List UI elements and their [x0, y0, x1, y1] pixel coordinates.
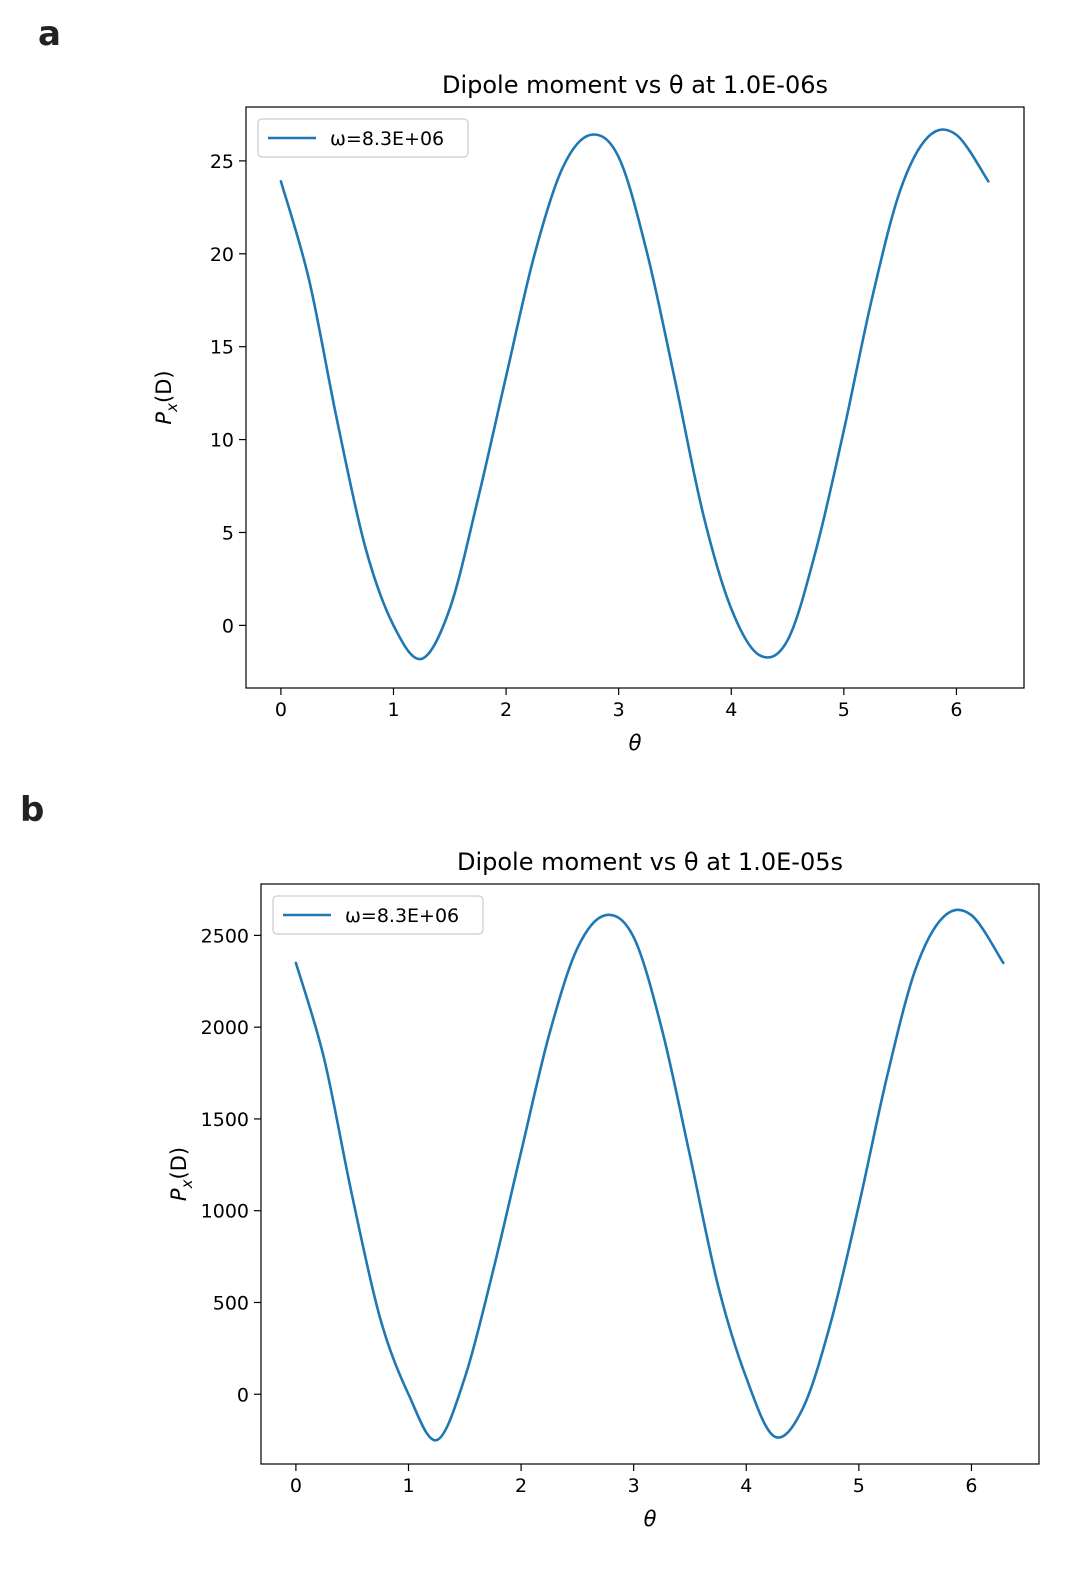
chart-title: Dipole moment vs θ at 1.0E-05s — [457, 848, 843, 876]
y-tick-label: 0 — [237, 1384, 249, 1406]
y-tick-label: 1500 — [201, 1109, 249, 1131]
x-axis-label: θ — [644, 1507, 657, 1531]
y-tick-label: 0 — [222, 615, 234, 637]
chart-a: Dipole moment vs θ at 1.0E-06s 0 1 2 3 4 5 6 0 5 1… — [152, 71, 1025, 755]
y-tick-label: 500 — [213, 1292, 249, 1314]
y-axis-label-main: P — [152, 412, 176, 425]
x-axis-label: θ — [629, 731, 642, 755]
series-line — [279, 128, 990, 661]
x-tick-label: 5 — [838, 699, 850, 721]
x-tick-label: 4 — [740, 1475, 752, 1497]
x-tick-label: 2 — [515, 1475, 527, 1497]
panel-letter-a: a — [38, 14, 61, 54]
panel-letter-b: b — [20, 790, 45, 830]
y-axis-label: Px(D) — [167, 1147, 196, 1201]
legend-label: ω=8.3E+06 — [330, 128, 444, 150]
y-tick-label: 5 — [222, 522, 234, 544]
legend-box — [257, 118, 469, 158]
x-tick-label: 2 — [500, 699, 512, 721]
x-tick-label: 1 — [387, 699, 399, 721]
y-tick-label: 20 — [210, 244, 234, 266]
x-tick-label: 0 — [275, 699, 287, 721]
x-tick-label: 6 — [965, 1475, 977, 1497]
y-axis-label-rest: (D) — [167, 1147, 191, 1180]
y-tick-label: 15 — [210, 337, 234, 359]
y-axis-label-subscript: x — [178, 1179, 196, 1189]
y-axis-label-rest: (D) — [152, 370, 176, 403]
x-tick-label: 3 — [613, 699, 625, 721]
x-tick-label: 5 — [853, 1475, 865, 1497]
plot-frame — [245, 106, 1025, 689]
chart-b: Dipole moment vs θ at 1.0E-05s 0 1 2 3 4 5 6 0 50… — [167, 848, 1040, 1531]
legend-label: ω=8.3E+06 — [345, 905, 459, 927]
chart-title: Dipole moment vs θ at 1.0E-06s — [442, 71, 828, 99]
x-tick-label: 3 — [628, 1475, 640, 1497]
y-axis-label: Px(D) — [152, 370, 181, 424]
y-tick-label: 1000 — [201, 1201, 249, 1223]
series-line — [294, 908, 1005, 1442]
y-axis-label-main: P — [167, 1188, 191, 1201]
plot-frame — [260, 883, 1040, 1465]
x-tick-label: 4 — [725, 699, 737, 721]
y-tick-label: 25 — [210, 151, 234, 173]
y-tick-label: 2000 — [201, 1017, 249, 1039]
x-tick-label: 6 — [950, 699, 962, 721]
x-tick-label: 1 — [402, 1475, 414, 1497]
y-tick-label: 2500 — [201, 925, 249, 947]
legend-box — [272, 895, 484, 935]
y-tick-label: 10 — [210, 430, 234, 452]
x-tick-label: 0 — [290, 1475, 302, 1497]
y-axis-label-subscript: x — [163, 403, 181, 413]
